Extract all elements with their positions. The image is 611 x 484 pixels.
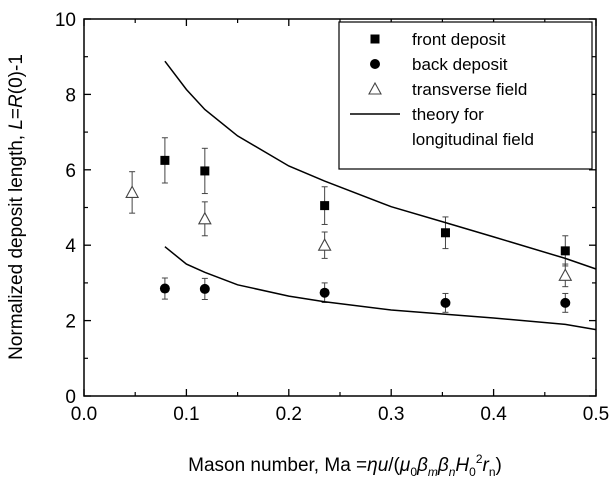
y-tick-label: 8 xyxy=(65,85,76,106)
transverse-field-point xyxy=(125,185,140,198)
transverse-field-point xyxy=(558,268,573,281)
y-tick-label: 2 xyxy=(65,312,76,333)
back-deposit-point xyxy=(319,287,330,298)
legend: front deposit back deposit transverse fiel… xyxy=(338,21,593,170)
legend-label: back deposit xyxy=(412,55,508,74)
plot-data xyxy=(125,60,597,331)
y-tick-label: 6 xyxy=(65,161,76,182)
legend-transverse-field-symbol xyxy=(368,81,382,95)
back-deposit-point xyxy=(560,297,571,308)
axes: 0.0 0.1 0.2 0.3 0.4 0.5 0 2 4 6 8 10 xyxy=(55,10,609,425)
y-tick-label: 4 xyxy=(65,236,76,257)
theory-curve xyxy=(164,246,597,331)
legend-box xyxy=(338,21,593,170)
back-deposit-point xyxy=(199,283,210,294)
front-deposit-point xyxy=(320,201,330,211)
legend-label: transverse field xyxy=(412,80,527,99)
legend-front-deposit-symbol xyxy=(370,34,380,44)
y-axis-title: Normalized deposit length, L=R(0)-1 xyxy=(6,54,27,360)
y-tick-label: 10 xyxy=(55,10,76,31)
back-deposit-point xyxy=(440,297,451,308)
legend-label: front deposit xyxy=(412,30,506,49)
front-deposit-point xyxy=(560,246,570,256)
x-tick-label: 0.5 xyxy=(583,404,609,425)
legend-label: theory for xyxy=(412,105,484,124)
transverse-field-point xyxy=(197,211,212,225)
front-deposit-point xyxy=(160,155,170,165)
x-tick-label: 0.3 xyxy=(378,404,404,425)
y-tick-label: 0 xyxy=(65,387,76,408)
transverse-field-point xyxy=(317,238,332,251)
front-deposit-point xyxy=(200,166,210,176)
x-tick-label: 0.0 xyxy=(71,404,97,425)
x-tick-label: 0.2 xyxy=(276,404,302,425)
legend-back-deposit-symbol xyxy=(370,59,380,69)
x-axis-title: Mason number, Ma =ηu/(μ0βmβnH02rn) xyxy=(188,452,502,479)
front-deposit-point xyxy=(440,228,450,238)
theory-curve xyxy=(164,60,597,270)
x-tick-label: 0.4 xyxy=(480,404,507,425)
back-deposit-point xyxy=(159,283,170,294)
legend-label: longitudinal field xyxy=(412,130,534,149)
x-tick-label: 0.1 xyxy=(173,404,199,425)
